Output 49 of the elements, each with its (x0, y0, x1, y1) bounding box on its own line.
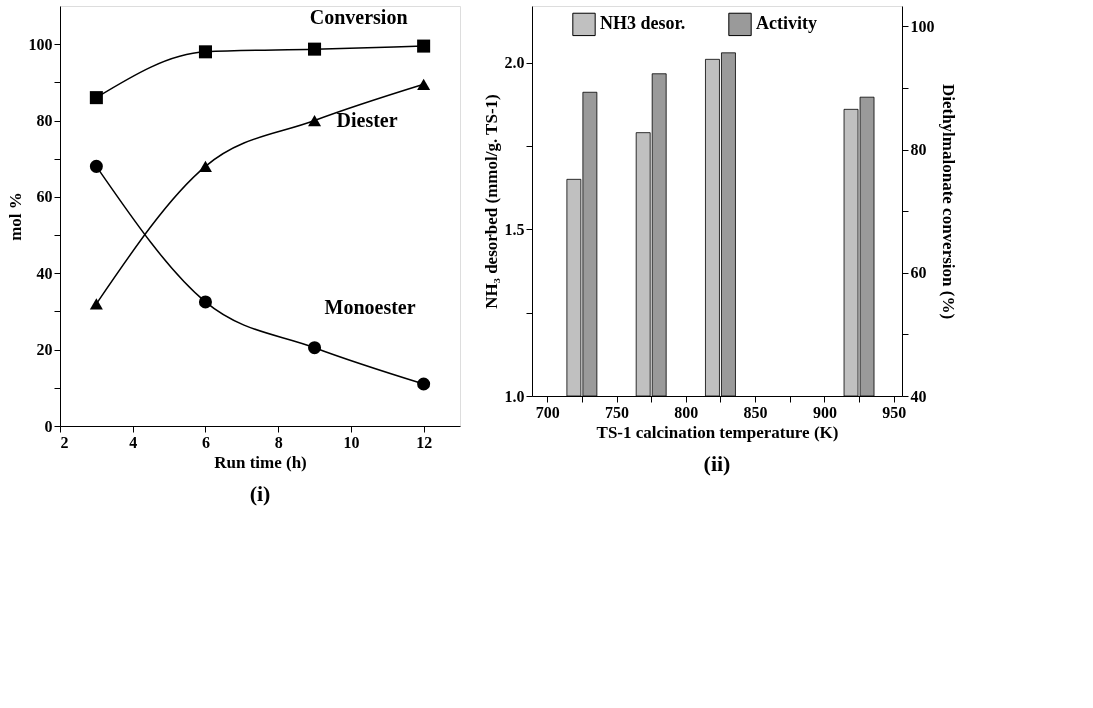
y-axis-title: mol % (5, 192, 25, 241)
legend-label: Activity (756, 13, 817, 34)
y-tick-label: 1.5 (504, 220, 525, 238)
point (417, 377, 431, 391)
x-tick-label: 10 (343, 433, 360, 451)
y2-tick-label: 100 (910, 17, 935, 35)
text: (ii) (703, 451, 731, 476)
point (198, 160, 212, 173)
point (198, 45, 212, 59)
y2-tick-label: 80 (910, 141, 927, 159)
x-tick-label: 12 (416, 433, 433, 451)
x-tick-label: 850 (743, 403, 768, 421)
y2-tick-label: 40 (910, 387, 927, 405)
y-tick-label: 40 (36, 264, 53, 282)
series-label: Diester (336, 108, 398, 131)
x-tick-label: 4 (129, 433, 138, 451)
text: (i) (249, 481, 271, 506)
series-label: Conversion (309, 6, 408, 29)
point (308, 114, 322, 127)
y-tick-label: 80 (36, 112, 53, 130)
point (89, 91, 103, 105)
x-tick-label: 950 (882, 403, 907, 421)
y-tick-label: 1.0 (504, 387, 525, 405)
x-axis-title: TS-1 calcination temperature (K) (596, 422, 839, 442)
x-tick-label: 2 (60, 433, 69, 451)
point (89, 159, 103, 173)
x-tick-label: 6 (201, 433, 210, 451)
point (417, 78, 431, 90)
point (198, 295, 212, 309)
x-axis-title: Run time (h) (214, 452, 307, 472)
x-tick-label: 750 (605, 403, 630, 421)
point (308, 42, 322, 56)
y2-axis-title: Diethylmalonate conversion (%) (938, 83, 958, 320)
legend-label: NH3 desor. (600, 13, 686, 34)
x-tick-label: 8 (274, 433, 283, 451)
y-axis-title: NH₃ desorbed (mmol/g. TS-1) (481, 94, 501, 309)
y-tick-label: 60 (36, 188, 53, 206)
y-tick-label: 0 (44, 417, 53, 435)
point (308, 341, 322, 355)
x-tick-label: 700 (535, 403, 560, 421)
y-tick-label: 2.0 (504, 54, 525, 72)
y-tick-label: 20 (36, 341, 53, 359)
point (89, 298, 103, 310)
series-label: Monoester (324, 295, 416, 318)
x-tick-label: 800 (674, 403, 699, 421)
y-tick-label: 100 (28, 35, 53, 53)
x-tick-label: 900 (812, 403, 837, 421)
point (417, 39, 431, 53)
y2-tick-label: 60 (910, 264, 927, 282)
